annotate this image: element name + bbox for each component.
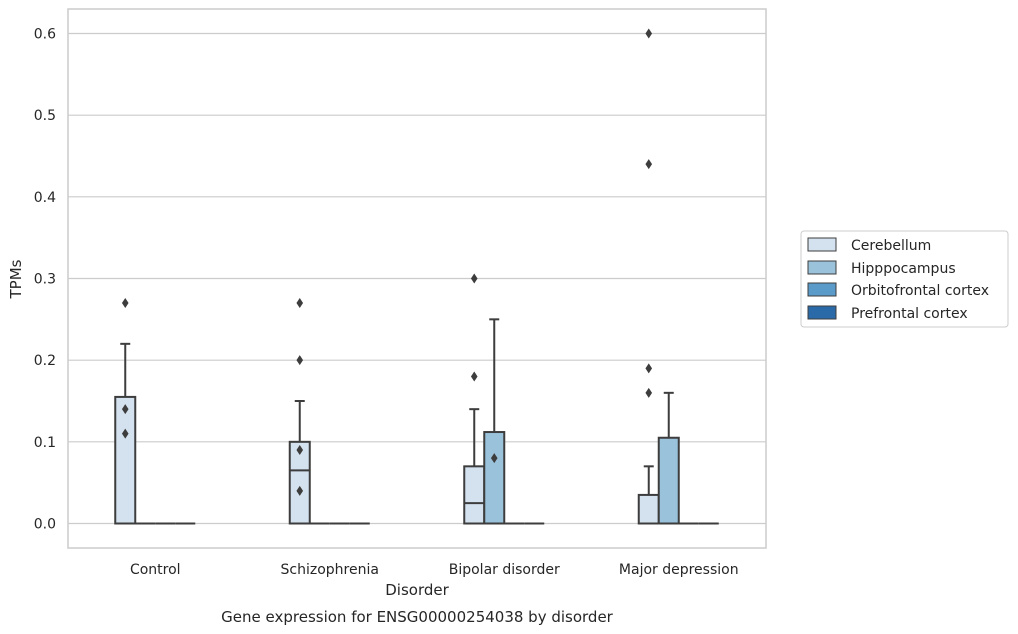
- y-tick-label-1: 0.1: [34, 435, 56, 451]
- outlier-point-3: [645, 387, 653, 398]
- y-tick-label-6: 0.6: [34, 27, 56, 43]
- box-0-2: [463, 273, 486, 525]
- outlier-point-0: [121, 298, 129, 308]
- figure-caption: Gene expression for ENSG00000254038 by d…: [221, 608, 614, 626]
- legend-swatch-hipppocampus: [807, 260, 837, 275]
- box-0-1: [288, 298, 311, 525]
- box-0-3: [637, 28, 660, 525]
- x-tick-label-3: Major depression: [619, 562, 739, 578]
- y-tick-label-0: 0.0: [34, 517, 56, 533]
- x-tick-label-2: Bipolar disorder: [449, 562, 560, 578]
- x-axis-label: Disorder: [385, 581, 449, 599]
- legend-swatch-prefrontal-cortex: [807, 305, 837, 320]
- y-tick-label-3: 0.3: [34, 272, 56, 288]
- box-body: [463, 465, 486, 525]
- outlier-point-1: [121, 404, 129, 415]
- outlier-point-0: [296, 298, 304, 308]
- plot-frame: [67, 8, 767, 549]
- legend-swatch-cerebellum: [807, 237, 837, 252]
- legend-item-prefrontal-cortex: Prefrontal cortex: [807, 305, 968, 322]
- box-body: [657, 436, 680, 525]
- legend-label-orbitofrontal-cortex: Orbitofrontal cortex: [851, 283, 989, 299]
- outlier-point-0: [645, 159, 653, 170]
- y-tick-label-4: 0.4: [34, 190, 56, 206]
- y-axis-ticks: 0.0 0.1 0.2 0.3 0.4 0.5 0.6: [34, 27, 56, 533]
- outlier-point-0: [490, 453, 498, 464]
- legend-swatch-orbitofrontal-cortex: [807, 282, 837, 297]
- outlier-point-2: [121, 428, 129, 439]
- box-body: [637, 493, 660, 525]
- y-tick-label-2: 0.2: [34, 353, 56, 369]
- outlier-point-0: [470, 273, 478, 284]
- x-tick-label-0: Control: [130, 562, 181, 578]
- grid-lines: [68, 32, 766, 525]
- outlier-point-2: [296, 445, 304, 455]
- box-1-2: [483, 318, 506, 525]
- box-body: [483, 431, 506, 525]
- y-tick-label-5: 0.5: [34, 108, 56, 124]
- box-series: [114, 28, 719, 525]
- outlier-point-1: [645, 28, 653, 39]
- legend-item-cerebellum: Cerebellum: [807, 237, 931, 254]
- outlier-point-3: [296, 485, 304, 496]
- box-0-0: [114, 298, 137, 525]
- x-axis-ticks: Control Schizophrenia Bipolar disorder Majo…: [130, 562, 739, 578]
- legend: Cerebellum Hipppocampus Orbitofrontal co…: [800, 230, 1009, 328]
- outlier-point-1: [470, 371, 478, 382]
- outlier-point-1: [296, 355, 304, 366]
- legend-item-hipppocampus: Hipppocampus: [807, 260, 956, 277]
- outlier-point-2: [645, 363, 653, 374]
- y-axis-label: TPMs: [7, 259, 25, 299]
- box-body: [288, 440, 311, 525]
- legend-item-orbitofrontal-cortex: Orbitofrontal cortex: [807, 282, 989, 299]
- box-1-3: [657, 391, 680, 525]
- legend-label-prefrontal-cortex: Prefrontal cortex: [851, 306, 968, 322]
- legend-frame: [800, 230, 1009, 328]
- x-tick-label-1: Schizophrenia: [281, 562, 379, 578]
- box-body: [114, 395, 137, 525]
- legend-label-cerebellum: Cerebellum: [851, 238, 931, 254]
- legend-label-hipppocampus: Hipppocampus: [851, 261, 956, 277]
